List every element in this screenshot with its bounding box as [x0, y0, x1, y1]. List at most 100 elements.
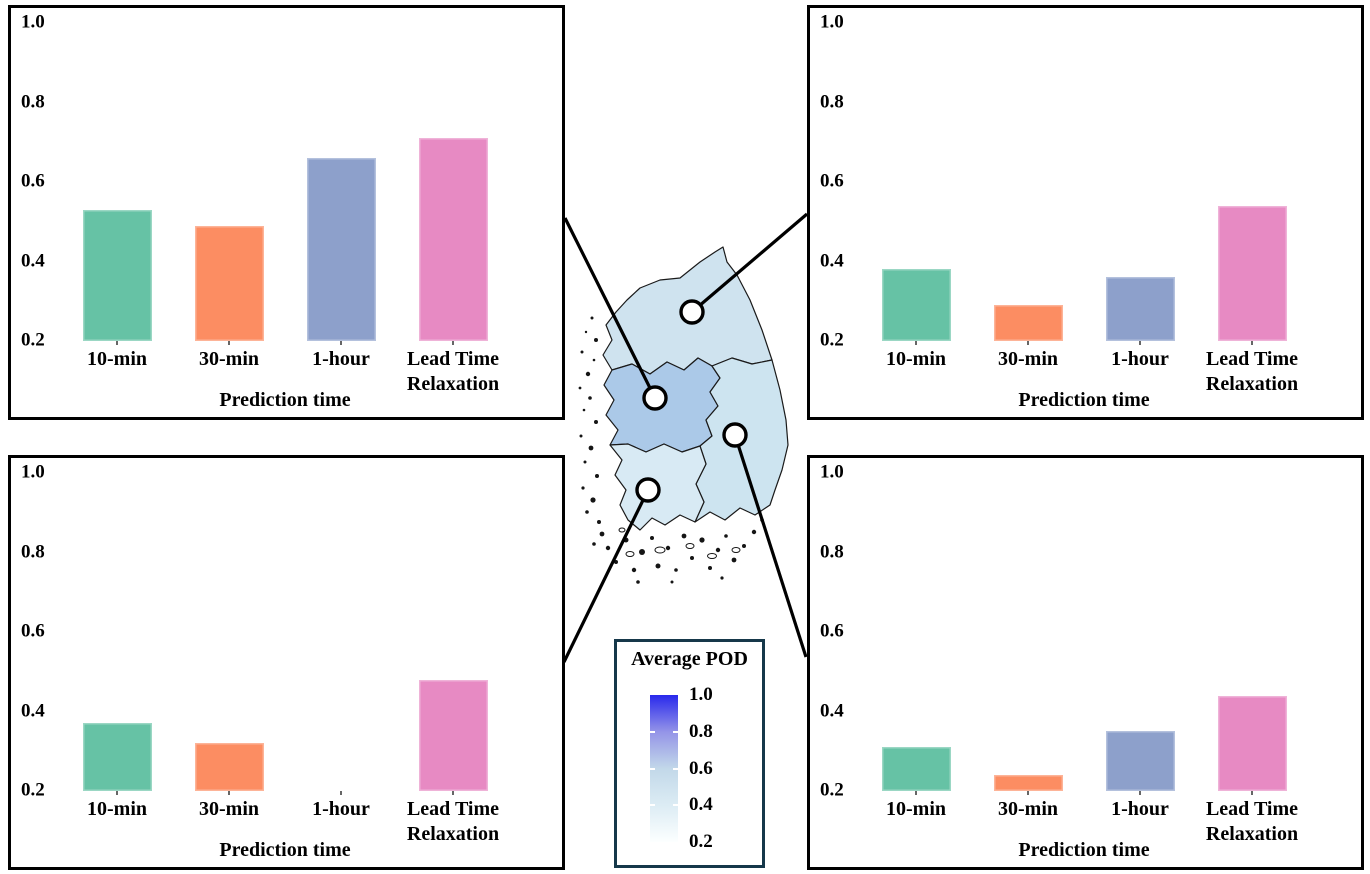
- y-tick-label: 0.4: [820, 700, 844, 722]
- y-tick-label: 1.0: [820, 461, 844, 483]
- bar-1-hour: [306, 158, 376, 341]
- bar-slot: [285, 473, 397, 791]
- x-axis-tick-marks: [860, 791, 1308, 795]
- south-korea-map: [572, 240, 798, 600]
- x-axis-category-labels: 10-min 30-min 1-hour Lead Time Relaxation: [61, 347, 509, 397]
- colorbar-legend: Average POD 1.0 0.8 0.6 0.4 0.2: [614, 639, 765, 868]
- plot-area: [61, 23, 509, 341]
- category-label: 30-min: [998, 798, 1058, 820]
- x-tick-mark: [860, 341, 972, 345]
- bar-lead-time-relaxation: [1217, 695, 1287, 791]
- x-tick-mark: [1196, 341, 1308, 345]
- category-label: 1-hour: [1111, 798, 1169, 820]
- bar-slot: [972, 23, 1084, 341]
- category-label: 1-hour: [312, 348, 370, 370]
- category-label: Lead Time Relaxation: [406, 348, 500, 395]
- legend-title: Average POD: [631, 648, 748, 670]
- x-axis-tick-marks: [61, 341, 509, 345]
- bar-slot: [1084, 23, 1196, 341]
- y-tick-label: 0.6: [820, 620, 844, 642]
- chart-top-right: 1.0 0.8 0.6 0.4 0.2 10-min 30-min 1-hour Lead T…: [807, 5, 1364, 420]
- bar-slot: [972, 473, 1084, 791]
- category-label: 30-min: [199, 348, 259, 370]
- x-tick-mark: [173, 791, 285, 795]
- bar-10-min: [881, 269, 951, 341]
- y-tick-label: 0.8: [820, 91, 844, 113]
- chart-top-left: 1.0 0.8 0.6 0.4 0.2 10-min 30-min 1-hour Lead T…: [8, 5, 565, 420]
- x-tick-mark: [972, 791, 1084, 795]
- category-label: 10-min: [87, 798, 147, 820]
- colorbar-tick-label: 0.8: [689, 720, 713, 742]
- bar-lead-time-relaxation: [418, 679, 488, 791]
- bar-10-min: [82, 209, 152, 341]
- map-region-southwest: [609, 443, 707, 531]
- bar-slot: [860, 23, 972, 341]
- plot-area: [860, 23, 1308, 341]
- x-axis-tick-marks: [61, 791, 509, 795]
- x-tick-mark: [972, 341, 1084, 345]
- y-tick-label: 0.4: [21, 700, 45, 722]
- x-tick-mark: [61, 341, 173, 345]
- category-label: 30-min: [998, 348, 1058, 370]
- bar-lead-time-relaxation: [1217, 205, 1287, 341]
- category-label: 1-hour: [312, 798, 370, 820]
- bar-slot: [61, 473, 173, 791]
- x-axis-tick-marks: [860, 341, 1308, 345]
- colorbar-tick: [650, 730, 655, 733]
- bar-lead-time-relaxation: [418, 138, 488, 341]
- bar-10-min: [82, 723, 152, 791]
- x-tick-mark: [285, 791, 397, 795]
- category-label: Lead Time Relaxation: [1205, 798, 1299, 845]
- chart-bottom-right: 1.0 0.8 0.6 0.4 0.2 10-min 30-min 1-hour Lead T…: [807, 455, 1364, 870]
- bar-30-min: [993, 775, 1063, 791]
- y-tick-label: 0.6: [21, 170, 45, 192]
- colorbar-tick: [650, 767, 655, 770]
- map-region-north: [602, 246, 773, 375]
- y-tick-label: 0.2: [820, 329, 844, 351]
- x-axis-title: Prediction time: [219, 839, 351, 861]
- y-tick-label: 0.8: [21, 91, 45, 113]
- colorbar-tick: [673, 730, 678, 733]
- colorbar-tick: [650, 804, 655, 807]
- category-label: 10-min: [87, 348, 147, 370]
- y-tick-label: 0.4: [21, 250, 45, 272]
- x-tick-mark: [173, 341, 285, 345]
- bar-slot: [285, 23, 397, 341]
- bar-slot: [173, 23, 285, 341]
- category-label: Lead Time Relaxation: [406, 798, 500, 845]
- y-tick-label: 0.6: [21, 620, 45, 642]
- category-label: 10-min: [886, 798, 946, 820]
- y-tick-label: 1.0: [21, 11, 45, 33]
- colorbar-tick-label: 0.2: [689, 831, 713, 852]
- bar-slot: [397, 473, 509, 791]
- x-tick-mark: [1084, 791, 1196, 795]
- y-tick-label: 0.8: [21, 541, 45, 563]
- y-tick-label: 0.6: [820, 170, 844, 192]
- colorbar-tick: [673, 767, 678, 770]
- bar-30-min: [993, 305, 1063, 341]
- bar-slot: [61, 23, 173, 341]
- y-tick-label: 0.2: [820, 779, 844, 801]
- colorbar-tick: [673, 804, 678, 807]
- outlined-islets: [618, 527, 741, 559]
- bar-1-hour: [1105, 731, 1175, 791]
- plot-area: [61, 473, 509, 791]
- x-tick-mark: [860, 791, 972, 795]
- bar-slot: [1084, 473, 1196, 791]
- x-axis-category-labels: 10-min 30-min 1-hour Lead Time Relaxation: [860, 797, 1308, 847]
- category-label: 30-min: [199, 798, 259, 820]
- x-tick-mark: [397, 791, 509, 795]
- plot-area: [860, 473, 1308, 791]
- y-tick-label: 0.2: [21, 329, 45, 351]
- colorbar-tick-label: 1.0: [689, 684, 713, 705]
- colorbar-tick-label: 0.4: [689, 794, 713, 816]
- bar-slot: [1196, 473, 1308, 791]
- chart-bottom-left: 1.0 0.8 0.6 0.4 0.2 10-min 30-min 1-hour Lead T…: [8, 455, 565, 870]
- bar-slot: [1196, 23, 1308, 341]
- y-tick-label: 1.0: [820, 11, 844, 33]
- y-tick-label: 0.8: [820, 541, 844, 563]
- choropleth-svg: [578, 246, 789, 584]
- category-label: Lead Time Relaxation: [1205, 348, 1299, 395]
- bar-1-hour: [1105, 277, 1175, 341]
- bar-30-min: [194, 225, 264, 341]
